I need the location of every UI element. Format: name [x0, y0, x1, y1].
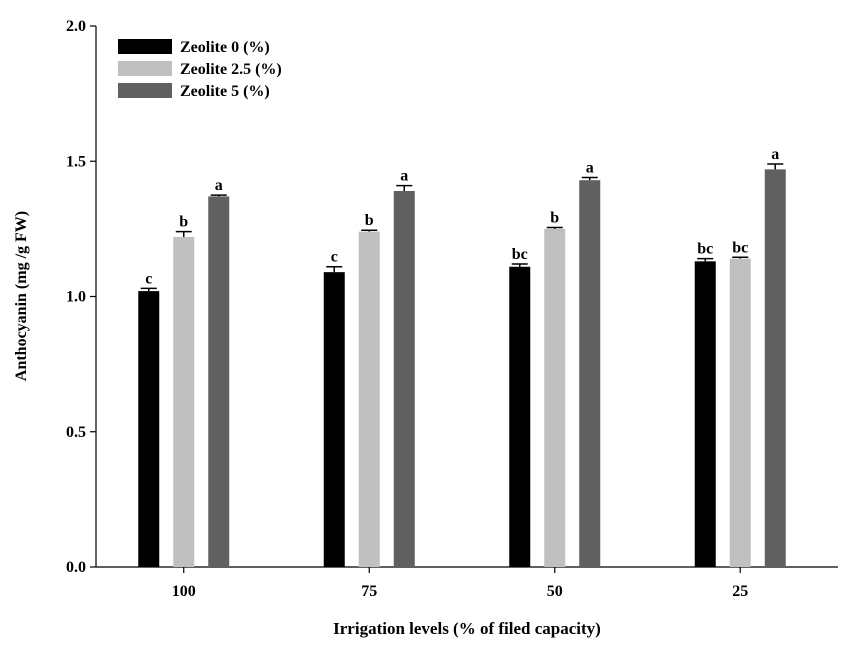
legend-swatch — [118, 39, 172, 54]
x-tick-label: 75 — [361, 583, 377, 600]
y-tick-label: 1.5 — [66, 153, 86, 170]
legend: Zeolite 0 (%) Zeolite 2.5 (%) Zeolite 5 (%… — [118, 39, 282, 100]
x-tick-label: 25 — [732, 583, 748, 600]
y-tick-label: 0.5 — [66, 424, 86, 441]
bar — [393, 191, 415, 567]
legend-label: Zeolite 0 (%) — [180, 39, 270, 56]
x-ticks: 100 75 50 25 — [172, 567, 748, 600]
legend-label: Zeolite 5 (%) — [180, 83, 270, 100]
bar — [544, 228, 566, 567]
significance-label: c — [145, 270, 152, 287]
legend-label: Zeolite 2.5 (%) — [180, 61, 282, 78]
bar — [173, 236, 195, 568]
x-tick-label: 50 — [547, 583, 563, 600]
axes — [95, 26, 838, 568]
significance-label: bc — [732, 239, 748, 256]
y-tick-label: 0.0 — [66, 559, 86, 576]
x-tick-label: 100 — [172, 583, 196, 600]
bar — [509, 266, 531, 567]
bar — [358, 231, 380, 567]
y-axis-title: Anthocyanin (mg /g FW) — [13, 211, 30, 381]
legend-swatch — [118, 61, 172, 76]
significance-label: bc — [697, 241, 713, 258]
significance-label: bc — [512, 246, 528, 263]
bar — [208, 196, 230, 568]
bar — [579, 180, 601, 567]
significance-label: a — [771, 146, 779, 163]
significance-label: a — [400, 168, 408, 185]
bar — [138, 291, 160, 567]
bar — [694, 261, 716, 567]
bar — [323, 272, 345, 567]
significance-label: a — [215, 177, 223, 194]
y-ticks: 0.0 0.5 1.0 1.5 2.0 — [66, 18, 96, 576]
y-tick-label: 1.0 — [66, 289, 86, 306]
y-tick-label: 2.0 — [66, 18, 86, 35]
bar — [729, 258, 751, 567]
legend-swatch — [118, 83, 172, 98]
significance-label: b — [179, 214, 188, 231]
significance-label: b — [550, 210, 559, 227]
significance-label: a — [586, 159, 594, 176]
significance-label: b — [365, 212, 374, 229]
significance-label: c — [331, 249, 338, 266]
bar — [764, 169, 786, 568]
x-axis-title: Irrigation levels (% of filed capacity) — [333, 619, 601, 638]
bars: c b a c b a bc b a bc bc a — [138, 146, 786, 568]
